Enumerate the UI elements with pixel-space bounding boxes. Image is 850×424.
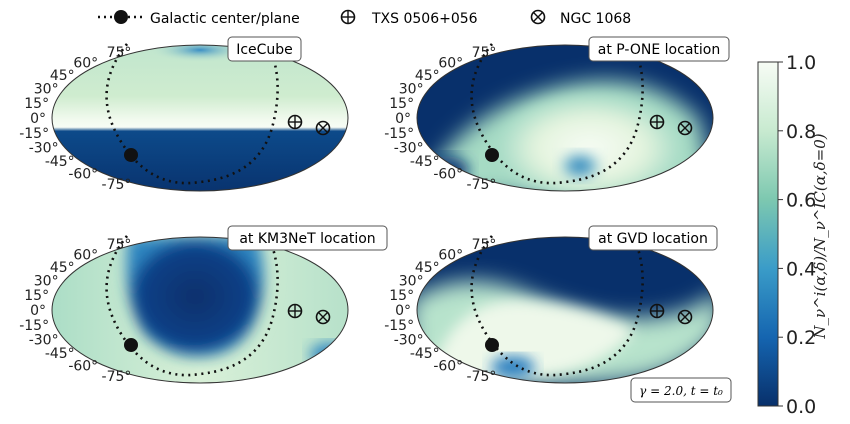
panel-gvd: at GVD location γ = 2.0, t = t₀ 75° 60°45…	[384, 225, 732, 403]
lat-tick-label: 0°	[30, 303, 46, 319]
params-box: γ = 2.0, t = t₀	[630, 377, 732, 403]
lat-tick-label: 15°	[389, 96, 414, 112]
legend-gc-marker	[114, 10, 128, 24]
galactic-center-marker	[485, 148, 499, 162]
legend-label-ngc: NGC 1068	[560, 11, 631, 27]
lat-tick-label: 0°	[395, 303, 411, 319]
lat-tick-label: -30°	[29, 333, 59, 349]
lat-tick-label: 60°	[438, 247, 463, 263]
lat-tick-label: -45°	[45, 346, 75, 362]
ngc-marker-icon	[315, 120, 331, 136]
panel-km3net: at KM3NeT location 75° 60°45°30°15°0°-15°…	[19, 225, 388, 385]
legend-ngc-marker-icon	[530, 9, 546, 25]
colorbar-tick-label: 0.4	[786, 258, 816, 280]
ngc-marker-icon	[677, 120, 693, 136]
lat-tick-label: 30°	[399, 274, 424, 290]
galactic-center-marker	[124, 148, 138, 162]
sky-outline	[51, 44, 349, 192]
lat-tick-label: 45°	[415, 260, 440, 276]
lat-tick-label: 30°	[399, 82, 424, 98]
ngc-marker-icon	[677, 309, 693, 325]
txs-marker-icon	[287, 114, 303, 130]
galactic-plane-line	[105, 43, 279, 185]
lat-tick-label: -15°	[384, 126, 414, 142]
colorbar-ticks: 0.0 0.2 0.4 0.6 0.8 1.0	[778, 52, 816, 418]
txs-marker-icon	[649, 303, 665, 319]
lat-tick-label: 15°	[24, 96, 49, 112]
ngc-marker-icon	[315, 309, 331, 325]
lat-tick-label: -75°	[467, 369, 497, 385]
heatmap-icecube	[52, 45, 348, 191]
galactic-center-marker	[124, 338, 138, 352]
lat-tick-label: -30°	[394, 333, 424, 349]
lat-tick-label: 45°	[50, 260, 75, 276]
panel-title-box: at KM3NeT location	[227, 225, 388, 251]
lat-tick-label: -15°	[19, 318, 49, 334]
sky-outline	[416, 236, 714, 384]
lat-tick-label: -75°	[102, 177, 132, 193]
colorbar: 0.0 0.2 0.4 0.6 0.8 1.0	[757, 52, 816, 418]
lat-tick-label: -45°	[410, 346, 440, 362]
lat-tick-label: -30°	[394, 141, 424, 157]
lat-tick-label: 60°	[438, 55, 463, 71]
panel-title: IceCube	[236, 42, 293, 58]
panel-pone: at P-ONE location 75°60°45°30°15°0°-15°-…	[384, 36, 730, 193]
txs-marker-icon	[287, 303, 303, 319]
galactic-plane-line	[470, 235, 644, 377]
txs-marker-icon	[649, 114, 665, 130]
heatmap-gvd	[417, 237, 713, 383]
lat-tick-label: 75°	[472, 45, 497, 61]
panel-title-box: IceCube	[227, 36, 302, 62]
panel-title: at KM3NeT location	[239, 231, 375, 247]
lat-tick-label: 15°	[389, 288, 414, 304]
legend: Galactic center/plane TXS 0506+056 NGC 1…	[98, 9, 631, 27]
legend-label-txs: TXS 0506+056	[371, 11, 478, 27]
lat-tick-label: 30°	[34, 274, 59, 290]
lat-tick-label: -75°	[467, 177, 497, 193]
colorbar-tick-label: 0.2	[786, 327, 816, 349]
lat-tick-label: -15°	[19, 126, 49, 142]
galactic-center-marker	[485, 338, 499, 352]
lat-tick-label: -60°	[433, 359, 463, 375]
panel-title-box: at GVD location	[588, 225, 718, 251]
lat-tick-label: 45°	[50, 68, 75, 84]
lat-tick-label: 75°	[107, 237, 132, 253]
colorbar-tick-label: 0.8	[786, 121, 816, 143]
sky-outline	[416, 44, 714, 192]
colorbar-tick-label: 1.0	[786, 52, 816, 74]
colorbar-tick-label: 0.0	[786, 396, 816, 418]
lat-tick-label: -60°	[68, 359, 98, 375]
colorbar-gradient	[757, 61, 779, 407]
sky-outline	[51, 236, 349, 384]
galactic-plane-line	[105, 235, 279, 377]
lat-tick-label: 30°	[34, 82, 59, 98]
panel-title: at GVD location	[598, 231, 708, 247]
colorbar-title: N_ν^i(α,δ)/N_ν^IC(α,δ=0)	[811, 133, 829, 339]
lat-tick-label: -15°	[384, 318, 414, 334]
lat-tick-label: 75°	[107, 45, 132, 61]
panel-title-box: at P-ONE location	[588, 36, 730, 62]
colorbar-tick-label: 0.6	[786, 190, 816, 212]
lat-tick-label: 45°	[415, 68, 440, 84]
lat-tick-label: -45°	[45, 154, 75, 170]
lat-tick-label: 75°	[472, 237, 497, 253]
panel-title: at P-ONE location	[598, 42, 720, 58]
lat-tick-label: -45°	[410, 154, 440, 170]
lat-tick-label: -75°	[102, 369, 132, 385]
lat-tick-label: -60°	[433, 167, 463, 183]
lat-tick-label: 60°	[73, 247, 98, 263]
legend-txs-marker-icon	[340, 9, 356, 25]
lat-tick-label: -60°	[68, 167, 98, 183]
lat-tick-label: 0°	[395, 111, 411, 127]
panel-icecube: IceCube 75° 60°45°30°15°0°-15°-30°-45°-60…	[19, 36, 349, 193]
galactic-plane-line	[470, 43, 644, 185]
legend-label-gc: Galactic center/plane	[150, 11, 300, 27]
lat-tick-label: 15°	[24, 288, 49, 304]
lat-tick-label: -30°	[29, 141, 59, 157]
lat-tick-label: 60°	[73, 55, 98, 71]
params-label: γ = 2.0, t = t₀	[639, 384, 723, 398]
lat-tick-label: 0°	[30, 111, 46, 127]
